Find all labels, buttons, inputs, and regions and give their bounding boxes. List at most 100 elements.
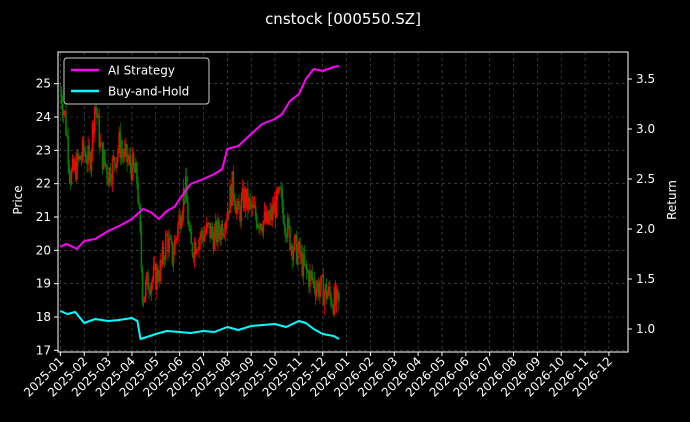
price-candle-body — [210, 226, 213, 239]
price-candle-body — [133, 165, 136, 173]
price-candle-body — [302, 254, 305, 276]
price-candle-body — [105, 163, 107, 168]
price-candle-body — [62, 111, 65, 116]
price-candle-body — [174, 239, 177, 241]
y-right-tick-label: 2.5 — [636, 172, 655, 186]
price-candle-body — [109, 167, 112, 182]
price-candle-body — [245, 188, 248, 208]
price-candle-body — [95, 106, 97, 109]
y-left-tick-label: 25 — [36, 77, 51, 91]
price-candle-body — [243, 189, 246, 208]
price-candle-body — [168, 238, 170, 253]
price-candle-body — [112, 156, 115, 159]
price-candle-body — [231, 171, 234, 206]
price-candle-body — [222, 233, 225, 237]
price-candle-body — [324, 284, 327, 293]
price-candle-body — [274, 202, 277, 219]
price-candle-body — [242, 188, 245, 208]
price-candle-body — [208, 222, 210, 225]
price-candle-body — [125, 144, 127, 149]
price-candle-body — [227, 210, 229, 220]
chart-title: cnstock [000550.SZ] — [265, 10, 421, 28]
price-candle-body — [291, 245, 294, 260]
price-candle-body — [141, 267, 144, 301]
price-candle-body — [144, 280, 147, 297]
price-candle-body — [315, 287, 318, 296]
price-candle-body — [74, 161, 76, 170]
price-candle-body — [233, 195, 236, 206]
price-candle-body — [282, 206, 285, 224]
price-candle-body — [262, 220, 265, 233]
price-candle-body — [244, 189, 247, 208]
y-left-tick-label: 23 — [36, 143, 51, 157]
price-candle-body — [71, 158, 74, 171]
price-candle-body — [289, 226, 291, 250]
price-candle-body — [278, 187, 280, 194]
price-candle-body — [198, 240, 200, 251]
price-candle-body — [72, 158, 75, 170]
price-candle-body — [139, 205, 142, 232]
price-candle-body — [248, 198, 250, 210]
price-candle-body — [318, 282, 320, 297]
price-candle-body — [280, 188, 282, 190]
price-candle-body — [237, 201, 239, 206]
price-candle-body — [316, 282, 319, 288]
price-candle-body — [202, 235, 205, 242]
price-candle-body — [232, 171, 235, 196]
price-candle-body — [284, 227, 287, 237]
price-candle-body — [215, 221, 218, 243]
price-candle-body — [290, 245, 292, 250]
price-candle-body — [299, 241, 301, 257]
price-candle-body — [184, 176, 187, 197]
price-candle-body — [148, 289, 150, 292]
price-candle-body — [67, 136, 69, 165]
price-candle-body — [191, 243, 194, 255]
price-candle-body — [306, 270, 309, 273]
price-candle-body — [163, 259, 166, 261]
price-candle-body — [292, 250, 295, 260]
price-candle-body — [64, 110, 66, 112]
price-candle-body — [171, 242, 174, 264]
price-candle-body — [128, 155, 130, 161]
price-candle-body — [238, 201, 240, 210]
price-candle-body — [285, 236, 288, 238]
price-candle-body — [200, 230, 203, 238]
price-candle-body — [150, 283, 153, 294]
price-candle-body — [90, 152, 93, 171]
price-candle-body — [164, 234, 167, 260]
price-candle-body — [257, 225, 259, 228]
price-candle-body — [101, 142, 104, 169]
price-candle-body — [119, 131, 122, 159]
price-candle-body — [305, 264, 308, 271]
price-candle-body — [277, 189, 279, 194]
price-candle-body — [221, 224, 224, 237]
price-candle-body — [209, 222, 211, 239]
price-candle-body — [60, 90, 63, 105]
price-candle-body — [234, 205, 237, 214]
price-candle-body — [300, 252, 302, 257]
price-candle-body — [259, 223, 261, 229]
price-candle-body — [96, 108, 98, 118]
price-candle-body — [283, 223, 286, 228]
price-candle-body — [223, 232, 226, 234]
price-candle-body — [261, 229, 264, 233]
price-candle-body — [181, 212, 184, 222]
price-candle-body — [211, 226, 214, 235]
price-candle-body — [188, 224, 190, 228]
price-candle-body — [312, 279, 315, 281]
y-right-tick-label: 1.5 — [636, 272, 655, 286]
price-candle-body — [336, 289, 339, 293]
price-candle-body — [86, 162, 88, 164]
price-candle-body — [338, 292, 340, 302]
price-candle-body — [258, 225, 260, 229]
price-candle-body — [172, 254, 175, 264]
price-candle-body — [142, 300, 145, 303]
price-candle-body — [271, 205, 274, 221]
price-candle-body — [189, 227, 191, 232]
price-candle-body — [273, 202, 276, 214]
price-candle-body — [219, 233, 221, 240]
price-candle-body — [151, 278, 154, 284]
price-candle-body — [240, 198, 242, 222]
price-candle-body — [218, 220, 220, 234]
